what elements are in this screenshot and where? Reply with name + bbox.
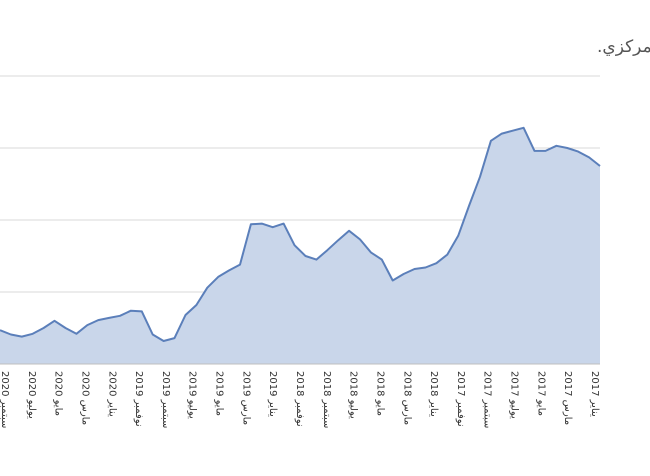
x-tick-label: يناير 2017 — [589, 371, 600, 417]
x-tick-label: مايو 2020 — [53, 371, 64, 416]
x-tick-label: سبتمبر 2018 — [321, 371, 332, 428]
x-tick-label: مايو 2017 — [535, 371, 546, 416]
area-fill — [0, 127, 600, 364]
x-tick-label: يوليو 2018 — [348, 371, 359, 419]
x-tick-label: يناير 2019 — [267, 371, 278, 417]
x-tick-label: سبتمبر 2019 — [160, 371, 171, 428]
x-tick-label: يوليو 2017 — [509, 371, 520, 419]
x-tick-label: سبتمبر 2020 — [0, 371, 10, 428]
x-tick-label: مارس 2019 — [240, 371, 251, 425]
chart-title: معدل التضخم السنوي - المصدر: بيانات البن… — [597, 37, 650, 57]
x-tick-label: مارس 2018 — [401, 371, 412, 425]
x-tick-label: يناير 2018 — [428, 371, 439, 417]
x-tick-label: نوفمبر 2017 — [455, 371, 466, 427]
x-tick-label: يوليو 2019 — [187, 371, 198, 419]
x-tick-label: نوفمبر 2018 — [294, 371, 305, 427]
x-tick-label: مايو 2019 — [214, 371, 225, 416]
x-tick-labels: يناير 2017 مارس 2017 مايو 2017 يوليو 2017 سب… — [0, 371, 600, 428]
x-tick-label: يناير 2020 — [106, 371, 117, 417]
x-tick-label: سبتمبر 2017 — [482, 371, 493, 428]
x-tick-label: يوليو 2020 — [26, 371, 37, 419]
x-tick-label: مايو 2018 — [375, 371, 386, 416]
x-tick-label: نوفمبر 2019 — [133, 371, 144, 427]
x-tick-label: مارس 2020 — [80, 371, 91, 425]
x-tick-label: مارس 2017 — [562, 371, 573, 425]
series-line — [0, 126, 601, 342]
